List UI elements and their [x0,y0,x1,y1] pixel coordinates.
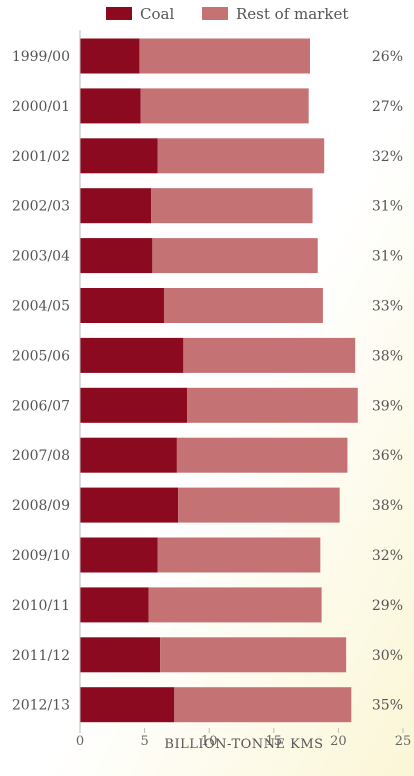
category-label: 2003/04 [12,249,70,265]
coal-share-label: 26% [372,49,403,65]
category-label: 2007/08 [12,448,70,464]
bar-rest-of-market-2000-01 [140,88,309,124]
bar-rest-of-market-2008-09 [178,487,340,523]
category-label: 1999/00 [12,49,70,65]
x-tick-label: 5 [140,734,148,749]
legend-swatch-rest-of-market [202,7,228,20]
coal-share-label: 32% [372,149,403,165]
bar-rest-of-market-2004-05 [163,288,323,323]
bar-rest-of-market-2009-10 [157,537,321,573]
bar-coal-2001-02 [80,138,158,174]
bar-coal-2008-09 [80,487,179,523]
coal-share-label: 33% [372,299,403,315]
bar-coal-2002-03 [80,188,152,224]
bar-coal-2003-04 [80,238,153,274]
bar-rest-of-market-2011-12 [160,637,347,673]
bar-coal-2007-08 [80,437,177,473]
category-label: 2000/01 [12,99,70,115]
coal-share-label: 31% [372,249,403,265]
bar-coal-2010-11 [80,587,149,623]
coal-share-label: 38% [372,498,403,514]
bar-rest-of-market-2012-13 [174,687,352,723]
bar-rest-of-market-2003-04 [152,238,318,274]
bar-rest-of-market-2010-11 [148,587,322,623]
bars-group [80,38,358,723]
coal-share-label: 35% [372,698,403,714]
x-axis-ticks: 0 5 10 15 20 25 [76,728,411,749]
bar-coal-2000-01 [80,88,141,124]
bar-coal-2009-10 [80,537,158,573]
coal-share-label: 27% [372,99,403,115]
bar-coal-2012-13 [80,687,175,723]
bar-coal-2006-07 [80,387,188,423]
coal-share-label: 31% [372,199,403,215]
category-label: 2009/10 [12,548,70,564]
bar-coal-2005-06 [80,337,184,373]
category-label: 2011/12 [12,648,70,664]
x-axis-title: BILLION-TONNE KMS [164,737,323,752]
x-tick-label: 25 [395,734,412,749]
bar-rest-of-market-2007-08 [176,437,348,473]
bar-coal-2004-05 [80,288,164,323]
x-tick-label: 20 [330,734,347,749]
bar-rest-of-market-1999-00 [139,38,310,74]
coal-share-label: 36% [372,448,403,464]
category-labels: 1999/00 2000/01 2001/02 2002/03 2003/04 2004/… [12,49,70,714]
category-label: 2010/11 [12,598,70,614]
bar-coal-2011-12 [80,637,161,673]
legend-label-rest-of-market: Rest of market [236,5,348,23]
coal-share-label: 30% [372,648,403,664]
x-tick-label: 10 [201,734,218,749]
bar-rest-of-market-2001-02 [157,138,325,174]
category-label: 2006/07 [12,398,70,414]
category-label: 2012/13 [12,698,70,714]
coal-share-label: 29% [372,598,403,614]
legend-label-coal: Coal [140,5,174,23]
category-label: 2005/06 [12,348,70,364]
bar-rest-of-market-2005-06 [183,337,356,373]
legend: Coal Rest of market [106,5,348,23]
x-tick-label: 15 [266,734,283,749]
category-label: 2001/02 [12,149,70,165]
coal-share-labels: 26% 27% 32% 31% 31% 33% 38% 39% 36% 38% 32% 29% 30% 3… [372,49,403,714]
category-label: 2004/05 [12,299,70,315]
coal-share-label: 39% [372,398,403,414]
legend-swatch-coal [106,7,132,20]
coal-share-label: 38% [372,348,403,364]
bar-rest-of-market-2006-07 [187,387,358,423]
category-label: 2002/03 [12,199,70,215]
x-tick-label: 0 [76,734,84,749]
category-label: 2008/09 [12,498,70,514]
coal-share-label: 32% [372,548,403,564]
bar-rest-of-market-2002-03 [151,188,313,224]
bar-coal-1999-00 [80,38,140,74]
